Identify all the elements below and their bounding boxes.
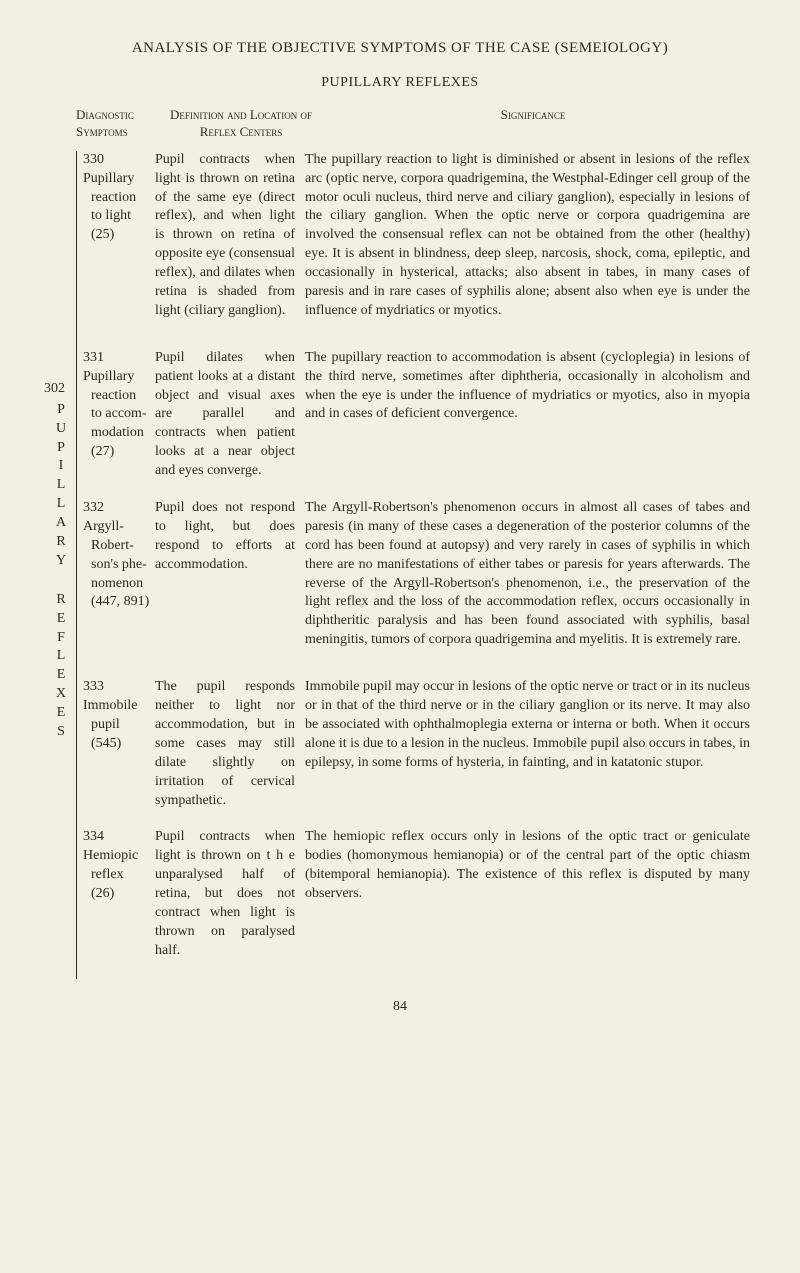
entry-331: 331 Pupillary reaction to accom- modatio… [77,349,750,481]
entry-definition: Pupil contracts when light is thrown on … [155,151,305,331]
sym-line: (25) [83,226,151,245]
sym-line: reflex [83,866,151,885]
entry-330: 330 Pupillary reaction to light (25) Pup… [77,151,750,331]
entry-num: 334 [83,829,104,844]
entry-symptom: 330 Pupillary reaction to light (25) [77,151,155,331]
entry-num: 330 [83,152,104,167]
page-title: ANALYSIS OF THE OBJECTIVE SYMPTOMS OF TH… [50,40,750,57]
entry-num: 332 [83,500,104,515]
header-definition: Definition and Location of Reflex Center… [166,107,316,141]
entries-container: 330 Pupillary reaction to light (25) Pup… [76,151,750,979]
column-headers: Diagnostic Symptoms Definition and Locat… [50,107,750,141]
entry-definition: Pupil dilates when patient looks at a di… [155,349,305,481]
sym-line: (26) [83,885,151,904]
header-significance: Significance [316,107,750,141]
entry-symptom: 333 Immobile pupil (545) [77,678,155,810]
entry-definition: Pupil contracts when light is thrown on … [155,828,305,960]
sig-para: The hemiopic reflex occurs only in lesio… [305,828,750,904]
sym-line: (545) [83,735,151,754]
sym-line: Hemiopic [83,848,138,863]
sidebar-number: 302 [44,381,65,397]
entry-symptom: 331 Pupillary reaction to accom- modatio… [77,349,155,481]
sym-line: to light [83,207,151,226]
sidebar-letters-bottom: R E F L E X E S [54,591,68,742]
sig-para: The Argyll-Robertson's phenomenon occurs… [305,499,750,650]
sym-line: pupil [83,716,151,735]
sig-para: Immobile pupil may occur in lesions of t… [305,678,750,772]
sig-para: The pupillary reaction to accommodation … [305,349,750,425]
entry-symptom: 334 Hemiopic reflex (26) [77,828,155,960]
sym-line: (27) [83,443,151,462]
entry-num: 333 [83,679,104,694]
page-number: 84 [50,999,750,1015]
entry-symptom: 332 Argyll- Robert- son's phe- nomenon (… [77,499,155,660]
entry-significance: The Argyll-Robertson's phenomenon occurs… [305,499,750,660]
sidebar: 302 P U P I L L A R Y R E F L E X E S [50,151,76,979]
sym-line: to accom- [83,405,151,424]
entry-significance: The pupillary reaction to accommodation … [305,349,750,481]
entry-definition: The pupil responds neither to light nor … [155,678,305,810]
sym-line: reaction [83,387,151,406]
sym-line: Pupillary [83,171,134,186]
sig-para: The pupillary reaction to light is dimin… [305,151,750,321]
sym-line: modation [83,424,151,443]
sym-line: Argyll- [83,519,124,534]
entry-significance: The pupillary reaction to light is dimin… [305,151,750,331]
entry-significance: The hemiopic reflex occurs only in lesio… [305,828,750,960]
sym-line: nomenon [83,575,151,594]
sym-line: Pupillary [83,369,134,384]
entry-num: 331 [83,350,104,365]
entry-333: 333 Immobile pupil (545) The pupil respo… [77,678,750,810]
entry-332: 332 Argyll- Robert- son's phe- nomenon (… [77,499,750,660]
entry-334: 334 Hemiopic reflex (26) Pupil contracts… [77,828,750,960]
header-symptoms: Diagnostic Symptoms [76,107,166,141]
sym-line: son's phe- [83,556,151,575]
sym-line: Robert- [83,537,151,556]
sym-line: (447, 891) [83,593,151,612]
content-row: 302 P U P I L L A R Y R E F L E X E S 33… [50,151,750,979]
sym-line: Immobile [83,698,137,713]
page-container: ANALYSIS OF THE OBJECTIVE SYMPTOMS OF TH… [0,0,800,1045]
subtitle: PUPILLARY REFLEXES [50,75,750,91]
sidebar-letters-top: P U P I L L A R Y [54,401,68,571]
entry-significance: Immobile pupil may occur in lesions of t… [305,678,750,810]
entry-definition: Pupil does not respond to light, but doe… [155,499,305,660]
sym-line: reaction [83,189,151,208]
